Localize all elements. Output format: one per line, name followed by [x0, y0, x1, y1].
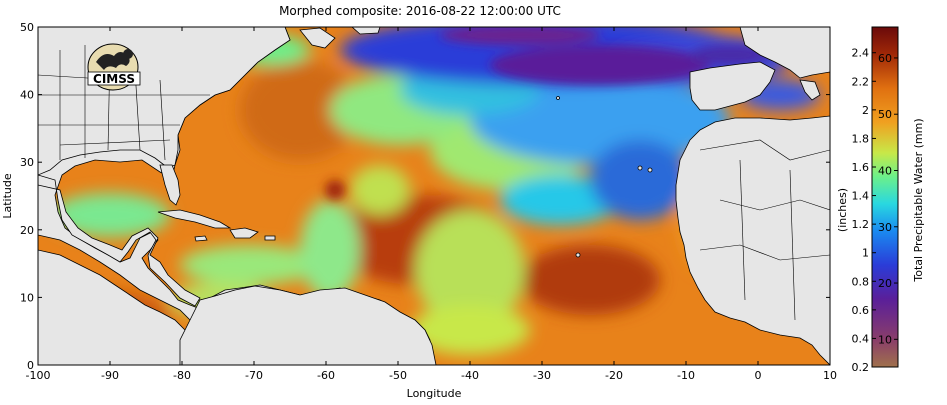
cb-inch-label: 0.8: [852, 275, 870, 288]
y-tick-label: 30: [20, 156, 34, 169]
cb-mm-label: 30: [878, 221, 892, 234]
y-tick-label: 10: [20, 291, 34, 304]
political-borders: [38, 45, 830, 321]
x-tick-label: -100: [26, 369, 51, 382]
y-axis-ticks: 0 10 20 30 40 50: [20, 21, 830, 372]
logo-text: CIMSS: [93, 72, 135, 86]
y-tick-label: 50: [20, 21, 34, 34]
cb-inch-label: 0.2: [852, 361, 870, 374]
cimss-logo: CIMSS: [87, 43, 141, 91]
figure-title: Morphed composite: 2016-08-22 12:00:00 U…: [279, 4, 561, 18]
cb-inch-label: 2.4: [852, 47, 870, 60]
cb-mm-label: 20: [878, 277, 892, 290]
colorbar: [871, 26, 899, 368]
x-tick-label: -90: [101, 369, 119, 382]
cb-inch-label: 1.4: [852, 190, 870, 203]
cb-inch-label: 1.2: [852, 218, 870, 231]
cb-inch-label: 1: [862, 247, 869, 260]
x-tick-label: 10: [823, 369, 837, 382]
x-tick-label: -30: [533, 369, 551, 382]
cb-inch-label: 1.8: [852, 132, 870, 145]
cb-inch-label: 0.4: [852, 332, 870, 345]
colorbar-mm-ticks: 10 20 30 40 50 60: [878, 52, 898, 346]
land-masses: [38, 27, 830, 365]
colorbar-label-mm: Total Precipitable Water (mm): [912, 118, 925, 282]
cb-mm-label: 40: [878, 164, 892, 177]
cb-inch-label: 1.6: [852, 161, 870, 174]
cb-inch-label: 2.2: [852, 75, 870, 88]
cb-mm-label: 10: [878, 333, 892, 346]
x-tick-label: -20: [605, 369, 623, 382]
colorbar-inch-ticks: 0.2 0.4 0.6 0.8 1 1.2 1.4 1.6 1.8 2 2.2 2.4: [852, 47, 876, 374]
x-tick-label: -50: [389, 369, 407, 382]
x-axis-label: Longitude: [407, 387, 462, 400]
y-tick-label: 20: [20, 224, 34, 237]
x-tick-label: -10: [677, 369, 695, 382]
y-axis-label: Latitude: [1, 173, 14, 219]
cb-mm-label: 50: [878, 108, 892, 121]
cb-inch-label: 0.6: [852, 304, 870, 317]
x-tick-label: 0: [755, 369, 762, 382]
cb-mm-label: 60: [878, 52, 892, 65]
y-tick-label: 40: [20, 89, 34, 102]
x-tick-label: -60: [317, 369, 335, 382]
x-axis-ticks: -100 -90 -80 -70 -60 -50 -40 -30 -20 -10 0 10: [26, 27, 837, 382]
x-tick-label: -80: [173, 369, 191, 382]
map-frame: [37, 26, 831, 366]
colorbar-label-inches: (inches): [836, 188, 849, 232]
y-tick-label: 0: [27, 359, 34, 372]
x-tick-label: -40: [461, 369, 479, 382]
cb-inch-label: 2: [862, 104, 869, 117]
x-tick-label: -70: [245, 369, 263, 382]
tpw-field: [38, 27, 830, 365]
